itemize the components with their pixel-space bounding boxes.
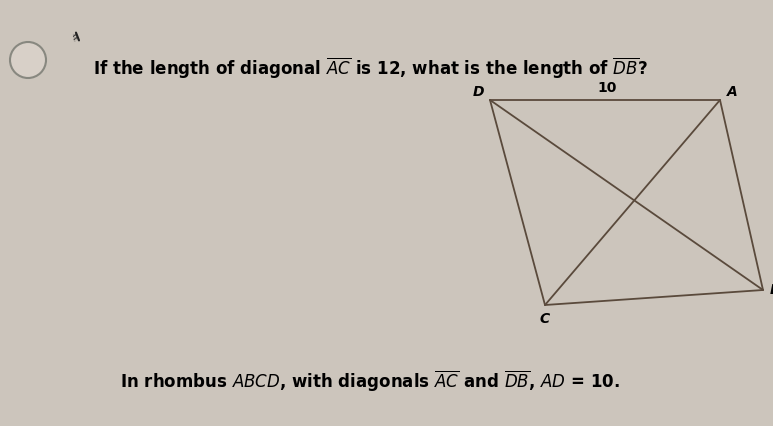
Text: ♯: ♯ (71, 31, 79, 45)
Text: In rhombus $\mathit{ABCD}$, with diagonals $\mathit{\overline{AC}}$ and $\mathit: In rhombus $\mathit{ABCD}$, with diagona… (120, 369, 620, 394)
Text: D: D (472, 85, 484, 99)
Circle shape (10, 42, 46, 78)
Text: 10: 10 (598, 81, 617, 95)
Text: If the length of diagonal $\mathit{\overline{AC}}$ is 12, what is the length of : If the length of diagonal $\mathit{\over… (93, 56, 648, 81)
Text: C: C (540, 312, 550, 326)
Text: B: B (770, 283, 773, 297)
Text: A: A (727, 85, 737, 99)
